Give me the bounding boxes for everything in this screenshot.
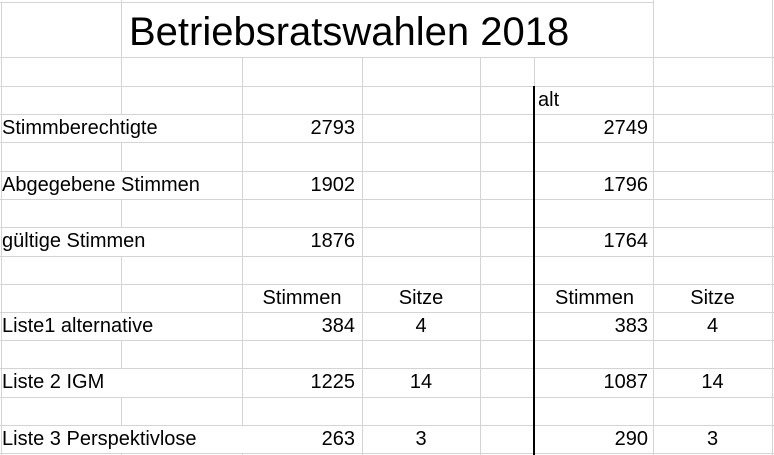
cell-liste3-label[interactable]: Liste 3 Perspektivlose [2, 428, 197, 450]
cell-stimmberechtigte-alt[interactable]: 2749 [603, 117, 649, 139]
cell-liste1-stimmen-current[interactable]: 384 [321, 315, 355, 337]
gridline-h [0, 425, 774, 426]
alt-section-separator-line [533, 86, 535, 455]
cell-liste1-stimmen-alt[interactable]: 383 [614, 315, 648, 337]
gridline-h [0, 340, 774, 341]
cell-gueltige-label[interactable]: gültige Stimmen [2, 230, 146, 252]
gridline-h [0, 171, 774, 172]
cell-abgegebene-current[interactable]: 1902 [310, 174, 356, 196]
gridline-v [480, 57, 481, 455]
gridline-h [0, 227, 774, 228]
gridline-v [121, 142, 122, 171]
gridline-h [0, 86, 774, 87]
cell-alt-label[interactable]: alt [538, 89, 560, 111]
gridline-h [0, 284, 774, 285]
gridline-v [121, 340, 122, 368]
cell-liste1-label[interactable]: Liste1 alternative [2, 315, 154, 337]
gridline-h [0, 199, 774, 200]
gridline-v [362, 57, 363, 455]
gridline-v [772, 0, 773, 455]
cell-header-sitze-alt[interactable]: Sitze [690, 287, 735, 309]
gridline-h [0, 256, 774, 257]
gridline-h [0, 142, 774, 143]
cell-liste2-sitze-current[interactable]: 14 [409, 371, 433, 393]
cell-liste2-stimmen-current[interactable]: 1225 [310, 371, 356, 393]
gridline-v [242, 57, 243, 425]
gridline-v [653, 0, 654, 455]
gridline-v [121, 0, 122, 114]
gridline-v [121, 199, 122, 227]
cell-gueltige-current[interactable]: 1876 [310, 230, 356, 252]
cell-liste3-sitze-alt[interactable]: 3 [706, 428, 719, 450]
cell-abgegebene-alt[interactable]: 1796 [603, 174, 649, 196]
cell-liste2-sitze-alt[interactable]: 14 [701, 371, 724, 393]
page-title: Betriebsratswahlen 2018 [129, 10, 570, 54]
gridline-h [0, 2, 653, 3]
cell-abgegebene-label[interactable]: Abgegebene Stimmen [2, 174, 200, 196]
title-cell[interactable]: Betriebsratswahlen 2018 [122, 2, 653, 57]
cell-header-stimmen-current[interactable]: Stimmen [262, 287, 342, 309]
gridline-h [0, 312, 774, 313]
cell-gueltige-alt[interactable]: 1764 [603, 230, 649, 252]
gridline-v [121, 256, 122, 312]
gridline-v [1, 2, 2, 455]
gridline-h [0, 114, 774, 115]
cell-header-stimmen-alt[interactable]: Stimmen [555, 287, 634, 309]
cell-liste2-stimmen-alt[interactable]: 1087 [603, 371, 649, 393]
cell-stimmberechtigte-label[interactable]: Stimmberechtigte [2, 117, 158, 139]
gridline-v [242, 453, 243, 455]
cell-stimmberechtigte-current[interactable]: 2793 [310, 117, 356, 139]
cell-liste1-sitze-alt[interactable]: 4 [706, 315, 719, 337]
gridline-v [121, 397, 122, 425]
cell-liste1-sitze-current[interactable]: 4 [415, 315, 427, 337]
cell-liste2-label[interactable]: Liste 2 IGM [2, 371, 105, 393]
cell-liste3-sitze-current[interactable]: 3 [415, 428, 427, 450]
gridline-h [0, 57, 774, 58]
cell-liste3-stimmen-current[interactable]: 263 [321, 428, 355, 450]
gridline-h [0, 453, 774, 454]
gridline-v [121, 453, 122, 455]
gridline-h [0, 397, 774, 398]
cell-liste3-stimmen-alt[interactable]: 290 [614, 428, 648, 450]
gridline-v [534, 57, 535, 86]
cell-header-sitze-current[interactable]: Sitze [398, 287, 444, 309]
gridline-h [0, 368, 774, 369]
